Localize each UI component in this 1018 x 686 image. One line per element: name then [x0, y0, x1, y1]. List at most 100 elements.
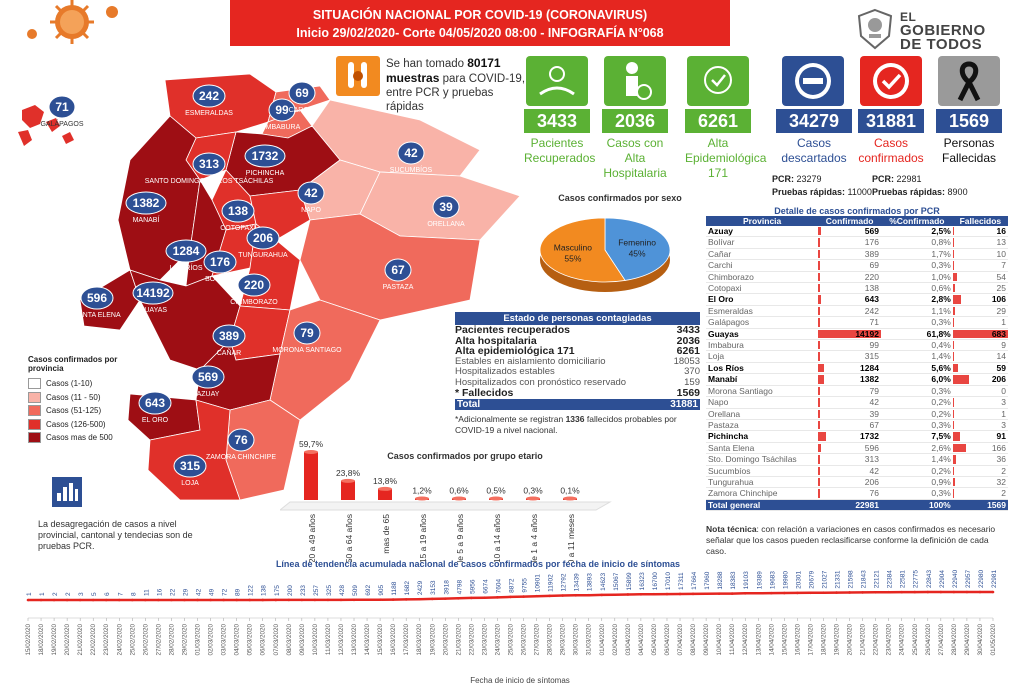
trend-value-label: 7: [117, 592, 124, 596]
trend-date-label: 05/03/2020: [247, 624, 254, 656]
estado-note: *Adicionalmente se registran 1336 fallec…: [455, 414, 700, 436]
trend-date-label: 05/04/2020: [651, 624, 658, 656]
ecuador-map: 71 GALÁPAGOS 242 ESMERALDAS 99 IMBABURA 69 CARC…: [18, 73, 521, 500]
table-row: Sto. Domingo Tsáchilas 313 1,4% 36: [706, 453, 1008, 466]
legend-title: Casos confirmados por provincia: [28, 355, 118, 373]
trend-point: [835, 591, 838, 594]
trend-date-label: 13/03/2020: [351, 624, 358, 656]
table-row: Morona Santiago 79 0,3% 0: [706, 385, 1008, 398]
estado-note-post: fallecidos probables por COVID-19 a nive…: [455, 413, 677, 435]
trend-point: [222, 598, 225, 602]
bubble-zamora-chinchipe: 76 ZAMORA CHINCHIPE: [206, 428, 276, 461]
trend-value-label: 22843: [926, 570, 933, 588]
virus-icon: [27, 0, 118, 44]
bubble-value: 42: [304, 186, 318, 200]
trend-date-label: 06/03/2020: [260, 624, 267, 656]
age-bar-rect: [304, 452, 318, 500]
deaths-cell: 2: [952, 465, 1008, 477]
estado-row-label: Alta hospitalaria: [455, 334, 537, 347]
percent-cell: 2,6%: [880, 442, 953, 455]
trend-date-label: 12/04/2020: [742, 624, 749, 656]
trend-value-label: 5956: [469, 579, 476, 594]
confirmed-bar: [818, 477, 820, 487]
trend-date-label: 14/04/2020: [768, 624, 775, 656]
trend-date-label: 06/04/2020: [664, 624, 671, 656]
trend-date-label: 18/02/2020: [38, 624, 45, 656]
bubble-value: 643: [145, 396, 165, 410]
bubble-value: 1382: [133, 196, 160, 210]
trend-date-label: 14/03/2020: [364, 624, 371, 656]
trend-date-label: 01/04/2020: [599, 624, 606, 656]
trend-date-label: 22/03/2020: [468, 624, 475, 656]
province-cell: Chimborazo: [706, 271, 819, 284]
trend-point: [378, 598, 382, 601]
percent-cell: 1,7%: [880, 248, 953, 261]
trend-point: [78, 598, 82, 602]
trend-point: [626, 593, 630, 596]
trend-value-label: 72: [222, 588, 229, 596]
confirmed-bar: [818, 398, 820, 407]
trend-date-label: 12/03/2020: [338, 624, 345, 656]
bubble-loja: 315 LOJA: [173, 454, 207, 487]
legend-item: Casos (126-500): [28, 418, 138, 432]
trend-value-label: 16700: [652, 572, 659, 590]
trend-value-label: 89: [235, 588, 242, 596]
trend-point: [391, 598, 395, 601]
trend-value-label: 17010: [665, 572, 672, 590]
province-cell: Galápagos: [706, 316, 819, 329]
technical-note-text: : con relación a variaciones en casos co…: [706, 524, 996, 556]
trend-point: [261, 598, 265, 602]
logo-text-1: EL: [900, 10, 917, 24]
trend-value-label: 9755: [522, 578, 529, 593]
bubble-value: 42: [404, 146, 418, 160]
age-category-label: mas de 65: [381, 514, 391, 554]
legend-item: Casos (51-125): [28, 404, 138, 418]
estado-row: Pacientes recuperados 3433: [455, 325, 700, 336]
hospital-discharge-label: Casos con Alta Hospitalaria: [603, 136, 667, 180]
bubble-azuay: 569 AZUAY: [191, 365, 225, 398]
trend-date-label: 22/04/2020: [873, 624, 880, 656]
stat-deaths: 1569 Personas Fallecidas: [936, 56, 1002, 166]
table-row: Imbabura 99 0,4% 9: [706, 339, 1008, 352]
technical-note-bold: Nota técnica: [706, 524, 757, 534]
deaths-cell: 10: [952, 248, 1008, 261]
trend-point: [39, 598, 43, 602]
recovered-label: Pacientes Recuperados: [524, 136, 596, 165]
bubble-tungurahua: 206 TUNGURAHUA: [238, 226, 288, 259]
trend-point: [548, 594, 551, 598]
trend-date-label: 30/04/2020: [977, 624, 984, 656]
discarded-label: Casos descartados: [781, 136, 847, 165]
trend-point: [365, 598, 369, 602]
trend-value-label: 905: [378, 584, 385, 595]
deaths-bar: [952, 375, 970, 384]
province-name: LOJA: [181, 480, 199, 487]
percent-cell: 7,5%: [880, 430, 953, 443]
province-name: BOLÍVAR: [205, 274, 235, 283]
trend-date-label: 21/02/2020: [77, 624, 84, 656]
trend-value-label: 14623: [600, 572, 607, 590]
deaths-cell: 1: [952, 316, 1008, 329]
trend-point: [600, 593, 604, 597]
confirmed-cell: 67: [818, 419, 881, 432]
estado-row-value: 2036: [676, 334, 700, 347]
confirmed-cell: 242: [818, 305, 881, 318]
age-value-label: 13,8%: [373, 476, 398, 486]
trend-date-label: 19/04/2020: [834, 624, 841, 656]
province-cell: Manabí: [706, 373, 819, 386]
trend-value-label: 21843: [861, 570, 868, 588]
deaths-bar: [952, 443, 967, 453]
deaths-bar: [952, 352, 954, 361]
confirmed-bar: [818, 272, 820, 282]
trend-value-label: 3153: [430, 580, 437, 595]
trend-date-label: 20/04/2020: [847, 624, 854, 656]
deaths-cell: 3: [952, 419, 1008, 432]
confirmed-cell: 42: [818, 465, 881, 477]
confirmed-cell: 42: [818, 396, 881, 409]
age-bar-rect: [341, 480, 355, 500]
bubble-value: 313: [199, 157, 219, 171]
trend-date-label: 24/02/2020: [116, 624, 123, 656]
column-header: %Confirmado: [880, 216, 953, 226]
trend-date-label: 28/04/2020: [951, 624, 958, 656]
stat-discarded: 34279 Casos descartados: [776, 56, 852, 166]
logo-text-3: DE TODOS: [900, 36, 983, 53]
